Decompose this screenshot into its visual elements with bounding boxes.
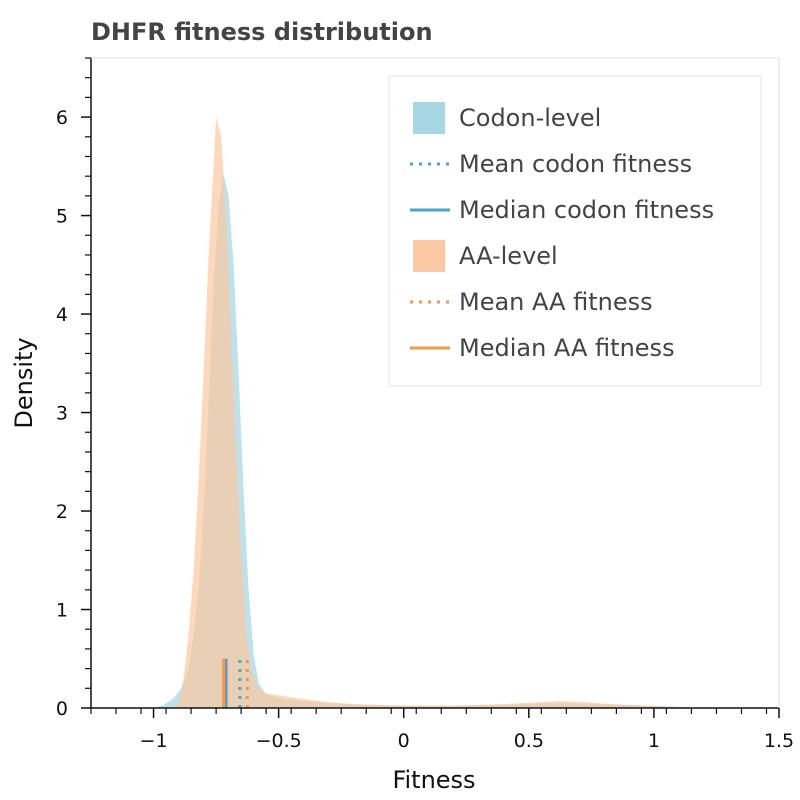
legend-label-median-aa-fitness: Median AA fitness	[459, 334, 675, 362]
y-tick-label: 3	[56, 403, 68, 425]
y-tick-label: 4	[56, 304, 68, 326]
x-tick-label: −0.5	[256, 730, 302, 752]
y-axis-label: Density	[10, 337, 38, 428]
legend-label-mean-codon-fitness: Mean codon fitness	[459, 150, 692, 178]
x-tick-label: 1.5	[764, 730, 794, 752]
density-areas	[153, 117, 704, 708]
x-axis-label: Fitness	[392, 766, 475, 794]
summary-lines	[222, 658, 249, 708]
legend: Codon-level Mean codon fitness Median codo…	[388, 75, 762, 387]
x-tick-label: 1	[648, 730, 660, 752]
axes: −1 −0.5 0 0.5 1 1.5 0 1 2 3 4 5 6	[56, 57, 794, 752]
legend-label-aa-level: AA-level	[459, 242, 558, 270]
legend-label-mean-aa-fitness: Mean AA fitness	[459, 288, 653, 316]
legend-swatch-codon-level	[413, 102, 445, 134]
legend-swatch-aa-level	[413, 240, 445, 272]
x-tick-label: 0	[398, 730, 410, 752]
y-tick-label: 0	[56, 698, 68, 720]
x-tick-label: 0.5	[514, 730, 544, 752]
area-aa-level	[171, 117, 704, 708]
y-tick-label: 5	[56, 206, 68, 228]
legend-label-median-codon-fitness: Median codon fitness	[459, 196, 714, 224]
x-tick-label: −1	[140, 730, 168, 752]
legend-label-codon-level: Codon-level	[459, 104, 601, 132]
y-tick-label: 6	[56, 107, 68, 129]
y-tick-label: 2	[56, 501, 68, 523]
chart-title: DHFR fitness distribution	[91, 18, 433, 46]
y-tick-label: 1	[56, 600, 68, 622]
legend-box	[388, 75, 762, 387]
